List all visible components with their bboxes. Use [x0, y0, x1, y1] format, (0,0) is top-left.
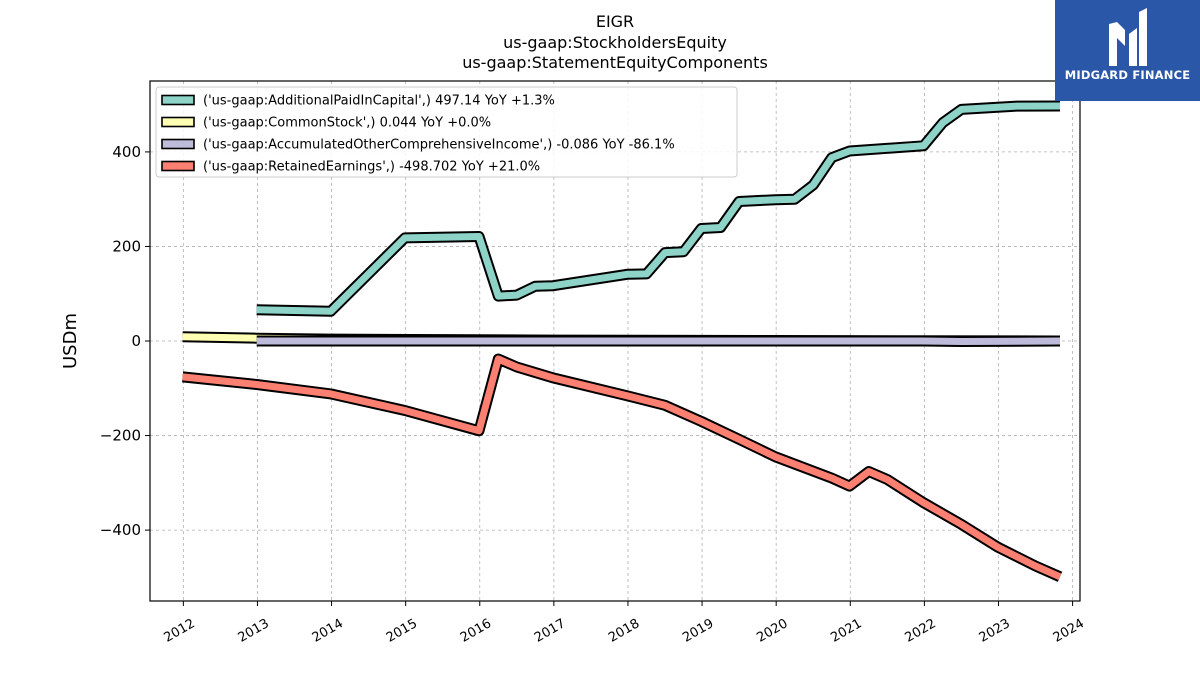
chart-title: EIGR us-gaap:StockholdersEquity us-gaap:… — [462, 12, 768, 72]
x-tick-label: 2016 — [458, 616, 494, 646]
chart-title-line-1: EIGR — [596, 12, 634, 31]
x-tick-label: 2021 — [828, 616, 864, 646]
x-tick-label: 2022 — [903, 616, 939, 646]
series-line — [256, 102, 1061, 315]
chart-title-line-3: us-gaap:StatementEquityComponents — [462, 53, 768, 72]
series-2 — [256, 335, 1061, 347]
legend-entry: ('us-gaap:CommonStock',) 0.044 YoY +0.0% — [203, 116, 491, 131]
legend-swatch — [161, 94, 195, 106]
y-tick-label: −200 — [100, 427, 141, 445]
x-tick-label: 2012 — [162, 616, 198, 646]
x-tick-label: 2013 — [236, 616, 272, 646]
brand-logo: MIDGARD FINANCE — [1055, 0, 1200, 101]
series-0 — [256, 100, 1061, 317]
x-tick-label: 2014 — [310, 616, 346, 646]
series-3 — [182, 353, 1063, 582]
x-tick-label: 2017 — [532, 616, 568, 646]
series-line — [182, 355, 1062, 581]
x-tick-label: 2020 — [754, 616, 790, 646]
y-axis-label: USDm — [60, 313, 81, 369]
series-line — [256, 337, 1061, 345]
legend-swatch — [161, 116, 195, 128]
chart-title-line-2: us-gaap:StockholdersEquity — [503, 33, 727, 52]
y-tick-label: 400 — [112, 143, 141, 161]
y-tick-label: −400 — [100, 521, 141, 539]
x-tick-label: 2024 — [1051, 616, 1087, 646]
logo-text: MIDGARD FINANCE — [1064, 68, 1191, 82]
midgard-logo-icon — [1109, 8, 1147, 66]
x-axis: 2012 2013 2014 2015 2016 2017 2018 2019 2020 2021… — [162, 601, 1087, 646]
y-tick-label: 0 — [131, 332, 141, 350]
x-tick-label: 2023 — [977, 616, 1013, 646]
legend-entry: ('us-gaap:AdditionalPaidInCapital',) 497… — [203, 94, 555, 109]
legend-swatch — [161, 138, 195, 150]
legend-swatch — [161, 160, 195, 172]
legend-box — [155, 86, 738, 178]
legend-entry: ('us-gaap:AccumulatedOtherComprehensiveI… — [203, 138, 675, 153]
legend: ('us-gaap:AdditionalPaidInCapital',) 497… — [155, 86, 738, 178]
x-tick-label: 2018 — [606, 616, 642, 646]
y-tick-label: 200 — [112, 237, 141, 255]
series-lines — [182, 100, 1063, 582]
legend-entry: ('us-gaap:RetainedEarnings',) -498.702 Y… — [203, 160, 540, 175]
x-tick-label: 2015 — [384, 616, 420, 646]
x-tick-label: 2019 — [680, 616, 716, 646]
y-axis: −400 −200 0 200 400 — [100, 143, 150, 539]
